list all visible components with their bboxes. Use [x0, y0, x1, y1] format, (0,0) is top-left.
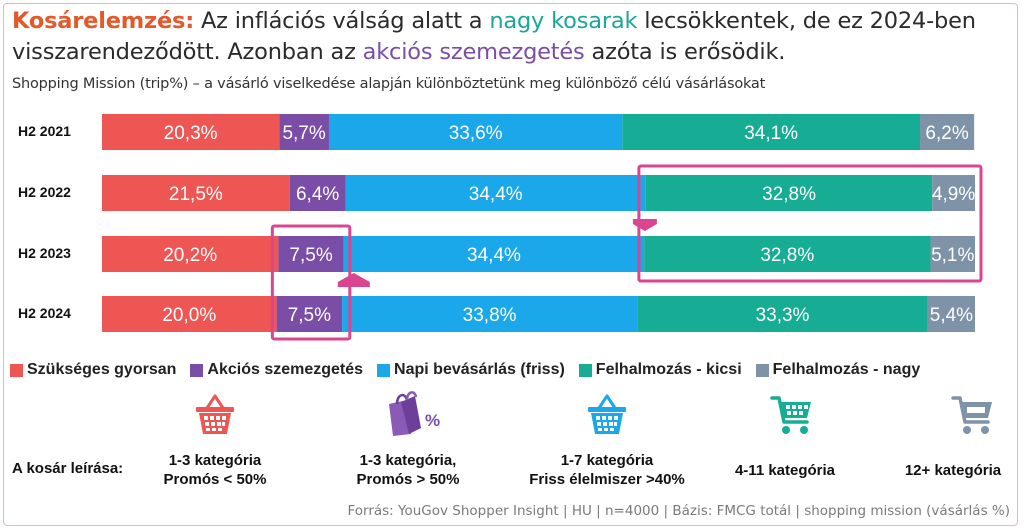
bar-segment	[932, 175, 975, 211]
bar-segment	[276, 296, 343, 332]
basket-description-line: 1-3 kategória,	[359, 452, 457, 469]
bar-segment	[920, 114, 975, 150]
basket-description-line: Promós < 50%	[163, 471, 267, 488]
basket-description-line: 1-7 kategória	[560, 452, 654, 469]
basket-description: 12+ kategória	[858, 461, 1024, 480]
category-label: H2 2024	[18, 305, 71, 321]
basket-description-line: 12+ kategória	[904, 462, 1002, 479]
legend-label: Felhalmozás - kicsi	[595, 361, 742, 378]
basket-description-label: A kosár leírása:	[12, 460, 124, 477]
bar-segment	[343, 236, 645, 272]
bar-segment	[102, 114, 280, 150]
page-title: Kosárelemzés: Az inflációs válság alatt …	[12, 6, 1012, 68]
bar-segment	[102, 296, 277, 332]
category-label: H2 2023	[18, 245, 71, 261]
data-label: 33,6%	[449, 123, 503, 144]
data-label: 6,2%	[925, 123, 968, 144]
data-label: 7,5%	[288, 305, 331, 326]
bar-segment	[289, 175, 346, 211]
data-label: 20,3%	[164, 123, 218, 144]
chart-subtitle: Shopping Mission (trip%) – a vásárló vis…	[12, 76, 766, 92]
bar-segment	[102, 175, 290, 211]
legend-swatch	[190, 363, 204, 377]
source-note: Forrás: YouGov Shopper Insight | HU | n=…	[347, 503, 1010, 519]
data-label: 20,0%	[162, 305, 216, 326]
bar-segment	[637, 296, 928, 332]
bar-segment	[930, 236, 975, 272]
bar-segment	[328, 114, 623, 150]
legend-swatch	[10, 363, 23, 377]
legend-label: Felhalmozás - nagy	[772, 361, 921, 378]
data-label: 32,8%	[762, 184, 816, 205]
down-arrow-icon	[632, 219, 657, 231]
data-label: 32,8%	[760, 245, 814, 266]
up-arrow-icon	[337, 273, 370, 287]
shopping-bag-percent-icon: %	[389, 391, 440, 436]
data-label: 7,5%	[289, 245, 332, 266]
chart-legend: Szükséges gyorsan Akciós szemezgetés Nap…	[10, 357, 1020, 383]
title-highlight-deal-picking: akciós szemezgetés	[362, 39, 585, 65]
shopping-cart-icon	[770, 396, 811, 434]
basket-icon	[196, 394, 234, 434]
data-label: 33,8%	[463, 305, 517, 326]
basket-description-line: Promós > 50%	[356, 471, 460, 488]
bar-segment	[644, 236, 931, 272]
bar-segment	[345, 175, 646, 211]
basket-description: 1-3 kategória, Promós > 50%	[313, 451, 503, 489]
bar-segment	[279, 114, 329, 150]
legend-item: Szükséges gyorsan	[10, 361, 176, 379]
data-label: 33,3%	[756, 305, 810, 326]
legend-label: Szükséges gyorsan	[27, 361, 177, 378]
legend-swatch	[755, 363, 769, 377]
legend-label: Napi bevásárlás (friss)	[394, 361, 565, 378]
data-label: 6,4%	[296, 184, 339, 205]
legend-label: Akciós szemezgetés	[207, 361, 364, 378]
data-label: 34,4%	[469, 184, 523, 205]
basket-description: 1-3 kategória Promós < 50%	[120, 451, 310, 489]
data-label: 4,9%	[932, 184, 975, 205]
basket-description: 4-11 kategória	[690, 461, 880, 480]
legend-swatch	[578, 363, 592, 377]
title-text-3: azóta is erősödik.	[584, 39, 786, 65]
bar-segment	[622, 114, 921, 150]
category-label: H2 2021	[18, 123, 71, 139]
data-label: 5,4%	[930, 305, 973, 326]
svg-text:%: %	[425, 411, 440, 430]
title-text-1: Az inflációs válság alatt a	[194, 8, 490, 34]
bar-segment	[342, 296, 638, 332]
legend-item: Napi bevásárlás (friss)	[377, 361, 565, 379]
stacked-bar-chart: 20,3% 5,7% 33,6% 34,1% 6,2% 21,5% 6,4% 34,4% 32,…	[102, 114, 983, 341]
slide-frame	[3, 3, 1018, 526]
data-label: 34,1%	[744, 123, 798, 144]
basket-icon	[588, 394, 626, 434]
title-text-2: lecsökkentek, de ez 2024-ben visszarende…	[12, 8, 976, 65]
data-label: 5,1%	[931, 245, 974, 266]
basket-description: 1-7 kategória Friss élelmiszer >40%	[512, 451, 702, 489]
data-label: 34,4%	[467, 245, 521, 266]
legend-item: Felhalmozás - kicsi	[578, 361, 742, 379]
basket-description-line: 1-3 kategória	[168, 452, 262, 469]
data-label: 21,5%	[169, 184, 223, 205]
data-label: 20,2%	[163, 245, 217, 266]
bar-segment	[645, 175, 933, 211]
shopping-cart-icon	[951, 396, 992, 434]
legend-item: Felhalmozás - nagy	[755, 361, 921, 379]
title-keyword: Kosárelemzés:	[12, 8, 194, 34]
bar-segment	[927, 296, 975, 332]
data-label: 5,7%	[282, 123, 325, 144]
basket-description-line: 4-11 kategória	[734, 462, 836, 479]
basket-description-line: Friss élelmiszer >40%	[529, 471, 685, 488]
category-label: H2 2022	[18, 184, 71, 200]
bar-segment	[278, 236, 344, 272]
title-highlight-big-baskets: nagy kosarak	[489, 8, 638, 34]
legend-item: Akciós szemezgetés	[190, 361, 363, 379]
bar-segment	[102, 236, 279, 272]
legend-swatch	[377, 363, 391, 377]
